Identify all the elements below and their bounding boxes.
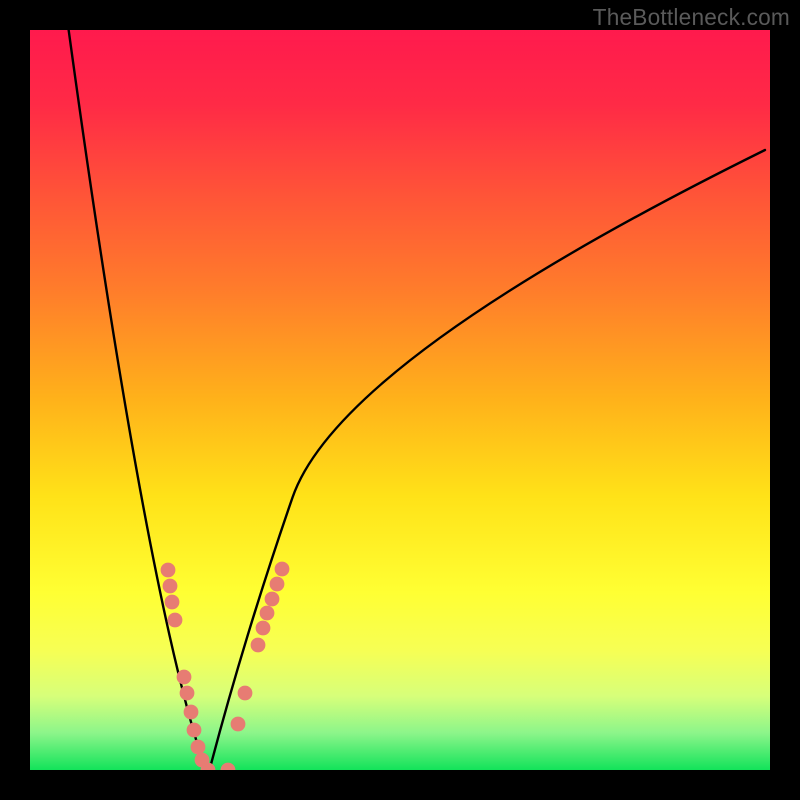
marker-right bbox=[251, 638, 266, 653]
marker-right bbox=[270, 577, 285, 592]
marker-right bbox=[275, 562, 290, 577]
marker-right bbox=[238, 686, 253, 701]
marker-right bbox=[265, 592, 280, 607]
marker-left bbox=[180, 686, 195, 701]
curve-layer bbox=[30, 30, 770, 770]
stage: TheBottleneck.com bbox=[0, 0, 800, 800]
marker-left bbox=[163, 579, 178, 594]
watermark-text: TheBottleneck.com bbox=[593, 4, 790, 31]
marker-right bbox=[256, 621, 271, 636]
marker-left bbox=[161, 563, 176, 578]
marker-left bbox=[165, 595, 180, 610]
right-curve bbox=[210, 150, 765, 768]
plot-area bbox=[30, 30, 770, 770]
marker-right bbox=[231, 717, 246, 732]
marker-left bbox=[168, 613, 183, 628]
marker-left bbox=[191, 740, 206, 755]
marker-left bbox=[177, 670, 192, 685]
marker-right bbox=[260, 606, 275, 621]
marker-left bbox=[184, 705, 199, 720]
left-curve bbox=[67, 30, 205, 768]
marker-left bbox=[187, 723, 202, 738]
marker-right bbox=[221, 763, 236, 770]
